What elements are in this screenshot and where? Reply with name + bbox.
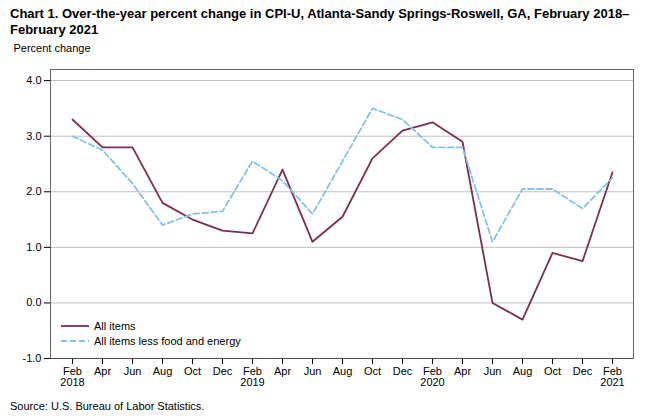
svg-text:Jun: Jun <box>484 365 502 377</box>
svg-text:Aug: Aug <box>333 365 353 377</box>
svg-text:Oct: Oct <box>544 365 561 377</box>
svg-text:Dec: Dec <box>213 365 233 377</box>
svg-text:Dec: Dec <box>393 365 413 377</box>
svg-text:3.0: 3.0 <box>26 129 41 141</box>
svg-text:Feb2021: Feb2021 <box>600 365 624 388</box>
svg-text:Dec: Dec <box>573 365 593 377</box>
html-text:All items: All items <box>94 319 136 332</box>
svg-text:Percent change: Percent change <box>14 42 91 54</box>
svg-text:-1.0: -1.0 <box>23 352 42 364</box>
svg-text:Aug: Aug <box>513 365 533 377</box>
svg-text:Jun: Jun <box>124 365 142 377</box>
svg-text:Apr: Apr <box>94 365 111 377</box>
html-text:Chart 1. Over-the-year percent: Chart 1. Over-the-year percent change in… <box>10 6 630 38</box>
html-text:Source: U.S. Bureau of Labor S: Source: U.S. Bureau of Labor Statistics. <box>10 399 205 412</box>
svg-text:Jun: Jun <box>304 365 322 377</box>
svg-text:Feb2019: Feb2019 <box>240 365 264 388</box>
svg-text:4.0: 4.0 <box>26 74 41 86</box>
svg-text:Aug: Aug <box>153 365 173 377</box>
svg-text:Apr: Apr <box>454 365 471 377</box>
svg-text:Feb2018: Feb2018 <box>60 365 84 388</box>
svg-text:2.0: 2.0 <box>26 185 41 197</box>
html-text:All items less food and energy: All items less food and energy <box>94 334 241 347</box>
svg-text:1.0: 1.0 <box>26 240 41 252</box>
svg-text:Apr: Apr <box>274 365 291 377</box>
svg-text:0.0: 0.0 <box>26 296 41 308</box>
svg-text:Feb2020: Feb2020 <box>420 365 444 388</box>
svg-text:Oct: Oct <box>364 365 381 377</box>
svg-text:Oct: Oct <box>184 365 201 377</box>
